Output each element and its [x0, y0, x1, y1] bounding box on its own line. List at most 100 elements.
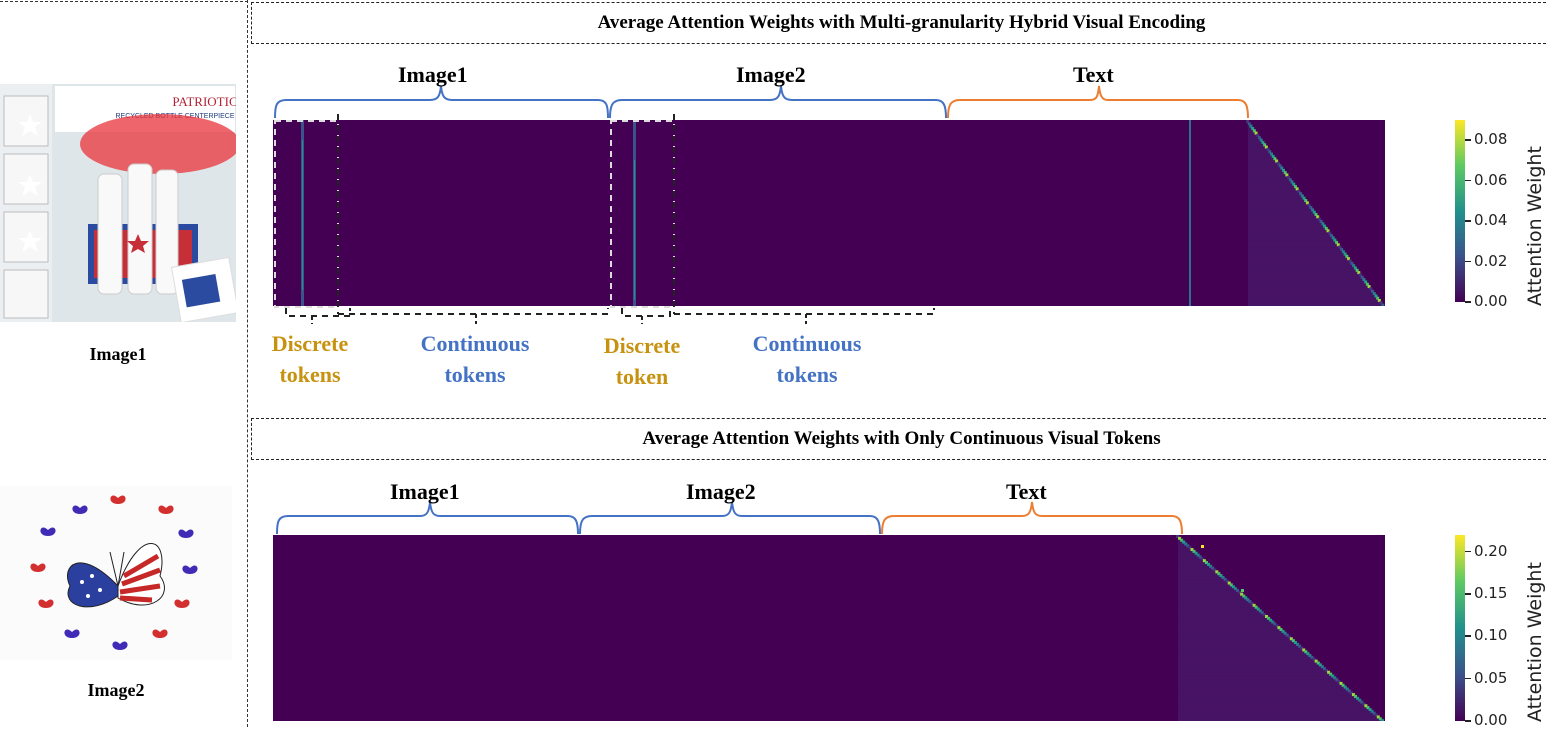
- left-panel-divider: [247, 0, 248, 727]
- diagonal-cell: [1353, 266, 1357, 270]
- diagonal-cell: [1378, 717, 1382, 721]
- diagonal-cell: [1327, 670, 1331, 674]
- lower-triangle: [1178, 697, 1360, 701]
- diagonal-cell: [1318, 663, 1322, 667]
- diagonal-cell: [1227, 581, 1231, 585]
- lower-triangle: [1178, 555, 1202, 559]
- lower-triangle: [1178, 586, 1235, 589]
- diagonal-cell: [1215, 570, 1219, 574]
- diagonal-cell: [1300, 194, 1304, 198]
- diagonal-cell: [1238, 590, 1242, 594]
- lower-triangle: [1248, 185, 1296, 189]
- diagonal-cell: [1364, 704, 1368, 708]
- lower-triangle: [1248, 250, 1344, 254]
- diagonal-cell: [1317, 217, 1321, 221]
- lower-triangle: [1248, 163, 1280, 167]
- lower-triangle: [1178, 581, 1230, 585]
- lower-triangle: [1248, 147, 1269, 152]
- lower-triangle: [1248, 231, 1331, 236]
- lower-triangle: [1248, 287, 1372, 291]
- diagonal-cell: [1304, 650, 1308, 654]
- diagonal-cell: [1337, 680, 1341, 684]
- lower-triangle: [1248, 290, 1374, 295]
- diagonal-cell: [1345, 254, 1349, 258]
- lower-triangle: [1248, 302, 1383, 306]
- lower-triangle: [1178, 597, 1248, 601]
- lower-triangle: [1178, 588, 1238, 592]
- diagonal-cell: [1339, 681, 1343, 685]
- lower-triangle: [1248, 219, 1322, 223]
- diagonal-cell: [1326, 229, 1330, 233]
- diagonal-cell: [1362, 278, 1366, 282]
- diagonal-cell: [1377, 299, 1381, 303]
- diagonal-cell: [1240, 592, 1244, 596]
- diagonal-cell: [1247, 122, 1251, 126]
- diagonal-cell: [1374, 294, 1378, 298]
- diagonal-cell: [1293, 185, 1297, 189]
- colorbar-tick-label: 0.15: [1474, 584, 1508, 603]
- bracket-image2: [609, 85, 947, 119]
- lower-triangle: [1178, 562, 1210, 566]
- diagonal-cell: [1242, 594, 1246, 598]
- diagonal-cell: [1190, 548, 1194, 552]
- colorbar-tick-label: 0.04: [1474, 211, 1508, 230]
- diagonal-cell: [1331, 236, 1335, 240]
- lower-triangle: [1248, 256, 1349, 260]
- lower-triangle: [1178, 632, 1287, 636]
- diagonal-cell: [1311, 208, 1315, 212]
- lower-triangle: [1248, 154, 1274, 158]
- diagonal-cell: [1379, 301, 1383, 305]
- lower-triangle: [1178, 574, 1222, 578]
- colorbar-tick: [1465, 677, 1471, 680]
- diagonal-cell: [1269, 152, 1273, 156]
- lower-triangle: [1178, 621, 1274, 624]
- colorbar-1-ticks: 0.00 0.02 0.04 0.06 0.08: [1465, 120, 1525, 310]
- lower-triangle: [1178, 646, 1303, 650]
- diagonal-cell: [1372, 711, 1376, 715]
- lower-triangle: [1178, 630, 1285, 634]
- peak-cell: [1241, 589, 1244, 592]
- bracket2-label-text: Text: [1006, 479, 1047, 504]
- colorbar-tick-label: 0.02: [1474, 251, 1508, 270]
- lower-triangle: [1248, 228, 1328, 233]
- lower-triangle: [1248, 222, 1324, 226]
- diagonal-cell: [1269, 618, 1273, 622]
- diagonal-cell: [1370, 709, 1374, 713]
- diagonal-cell: [1251, 126, 1255, 130]
- diagonal-cell: [1202, 559, 1206, 563]
- colorbar-tick: [1465, 550, 1471, 553]
- diagonal-cell: [1306, 652, 1310, 656]
- diagonal-cell: [1308, 654, 1312, 658]
- lower-triangle: [1178, 667, 1326, 671]
- lower-triangle: [1248, 247, 1342, 251]
- diagonal-cell: [1252, 603, 1256, 607]
- colorbar-2-title: Attention Weight: [1524, 562, 1546, 722]
- diagonal-cell: [1335, 678, 1339, 682]
- diagonal-cell: [1310, 655, 1314, 659]
- diagonal-cell: [1283, 171, 1287, 175]
- lower-triangle: [1178, 702, 1365, 706]
- butterfly-ring: [30, 495, 198, 650]
- lower-triangle: [1248, 268, 1358, 273]
- lower-triangle: [1248, 206, 1312, 211]
- diagonal-cell: [1345, 687, 1349, 691]
- label-continuous-tokens-1: Continuous tokens: [420, 331, 530, 387]
- diagonal-cell: [1376, 296, 1380, 300]
- lower-triangle: [1248, 225, 1326, 229]
- diagonal-cell: [1316, 215, 1320, 219]
- diagonal-cell: [1192, 549, 1196, 553]
- diagonal-cell: [1292, 182, 1296, 186]
- diagonal-cell: [1184, 542, 1188, 546]
- lower-triangle: [1178, 600, 1251, 603]
- lower-triangle: [1248, 271, 1360, 276]
- lower-triangle: [1178, 548, 1194, 552]
- diagonal-cell: [1285, 633, 1289, 637]
- lower-triangle: [1178, 567, 1215, 571]
- lower-triangle: [1248, 160, 1278, 164]
- diagonal-cell: [1302, 648, 1306, 652]
- diagonal-cell: [1314, 659, 1318, 663]
- colorbar-2-ticks: 0.00 0.05 0.10 0.15 0.20: [1465, 535, 1525, 729]
- diagonal-cell: [1273, 622, 1277, 626]
- lower-triangle: [1178, 681, 1342, 685]
- lower-triangle: [1178, 583, 1233, 587]
